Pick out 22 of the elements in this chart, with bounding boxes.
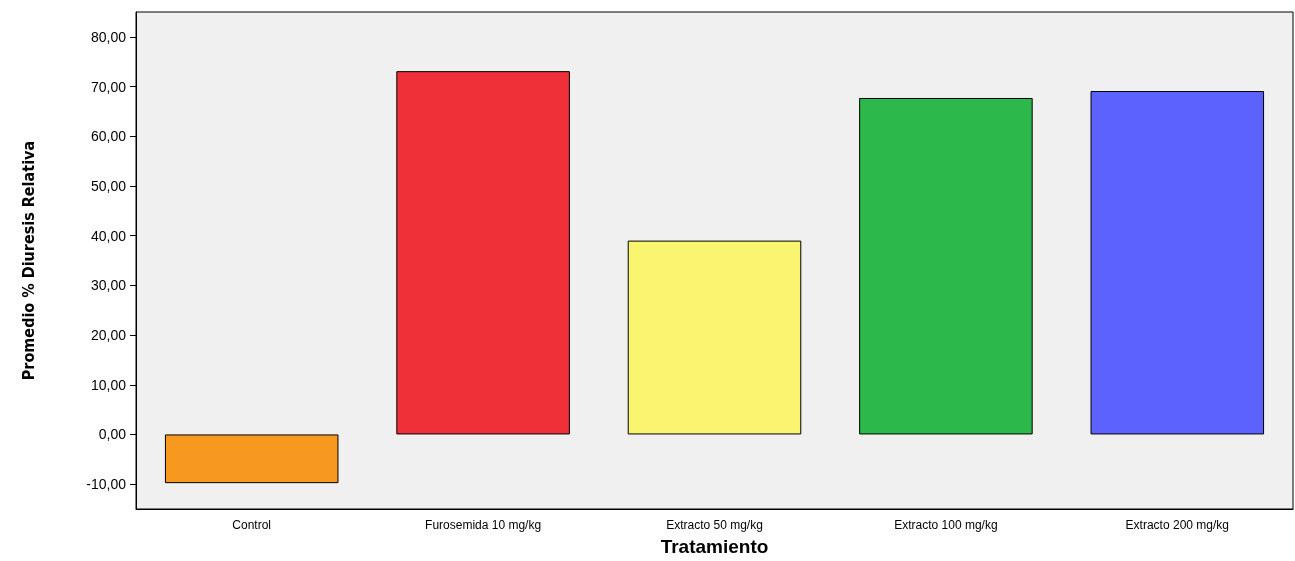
y-tick-label: 70,00 [90, 78, 127, 95]
y-tick-label: 80,00 [90, 28, 127, 45]
y-tick-label: -10,00 [86, 476, 127, 493]
y-tick-label: 30,00 [90, 277, 127, 294]
y-tick-label: 40,00 [90, 227, 127, 244]
bar [859, 97, 1033, 435]
y-tick-label: 60,00 [90, 128, 127, 145]
x-axis-title: Tratamiento [660, 536, 769, 557]
x-tick-label: Furosemida 10 mg/kg [425, 518, 542, 532]
y-tick-label: 50,00 [90, 177, 127, 194]
y-tick-label: 10,00 [90, 376, 127, 393]
bar [396, 71, 570, 435]
x-tick-label: Extracto 200 mg/kg [1125, 518, 1229, 532]
y-tick-label: 20,00 [90, 327, 127, 344]
x-tick-label: Extracto 50 mg/kg [666, 518, 763, 532]
x-tick-label: Extracto 100 mg/kg [894, 518, 998, 532]
y-tick-label: 0,00 [98, 426, 127, 443]
bar [164, 434, 339, 484]
y-axis-title: Promedio % Diuresis Relativa [18, 140, 38, 381]
bar [1090, 91, 1265, 435]
x-tick-label: Control [232, 518, 272, 532]
bar [627, 240, 802, 435]
